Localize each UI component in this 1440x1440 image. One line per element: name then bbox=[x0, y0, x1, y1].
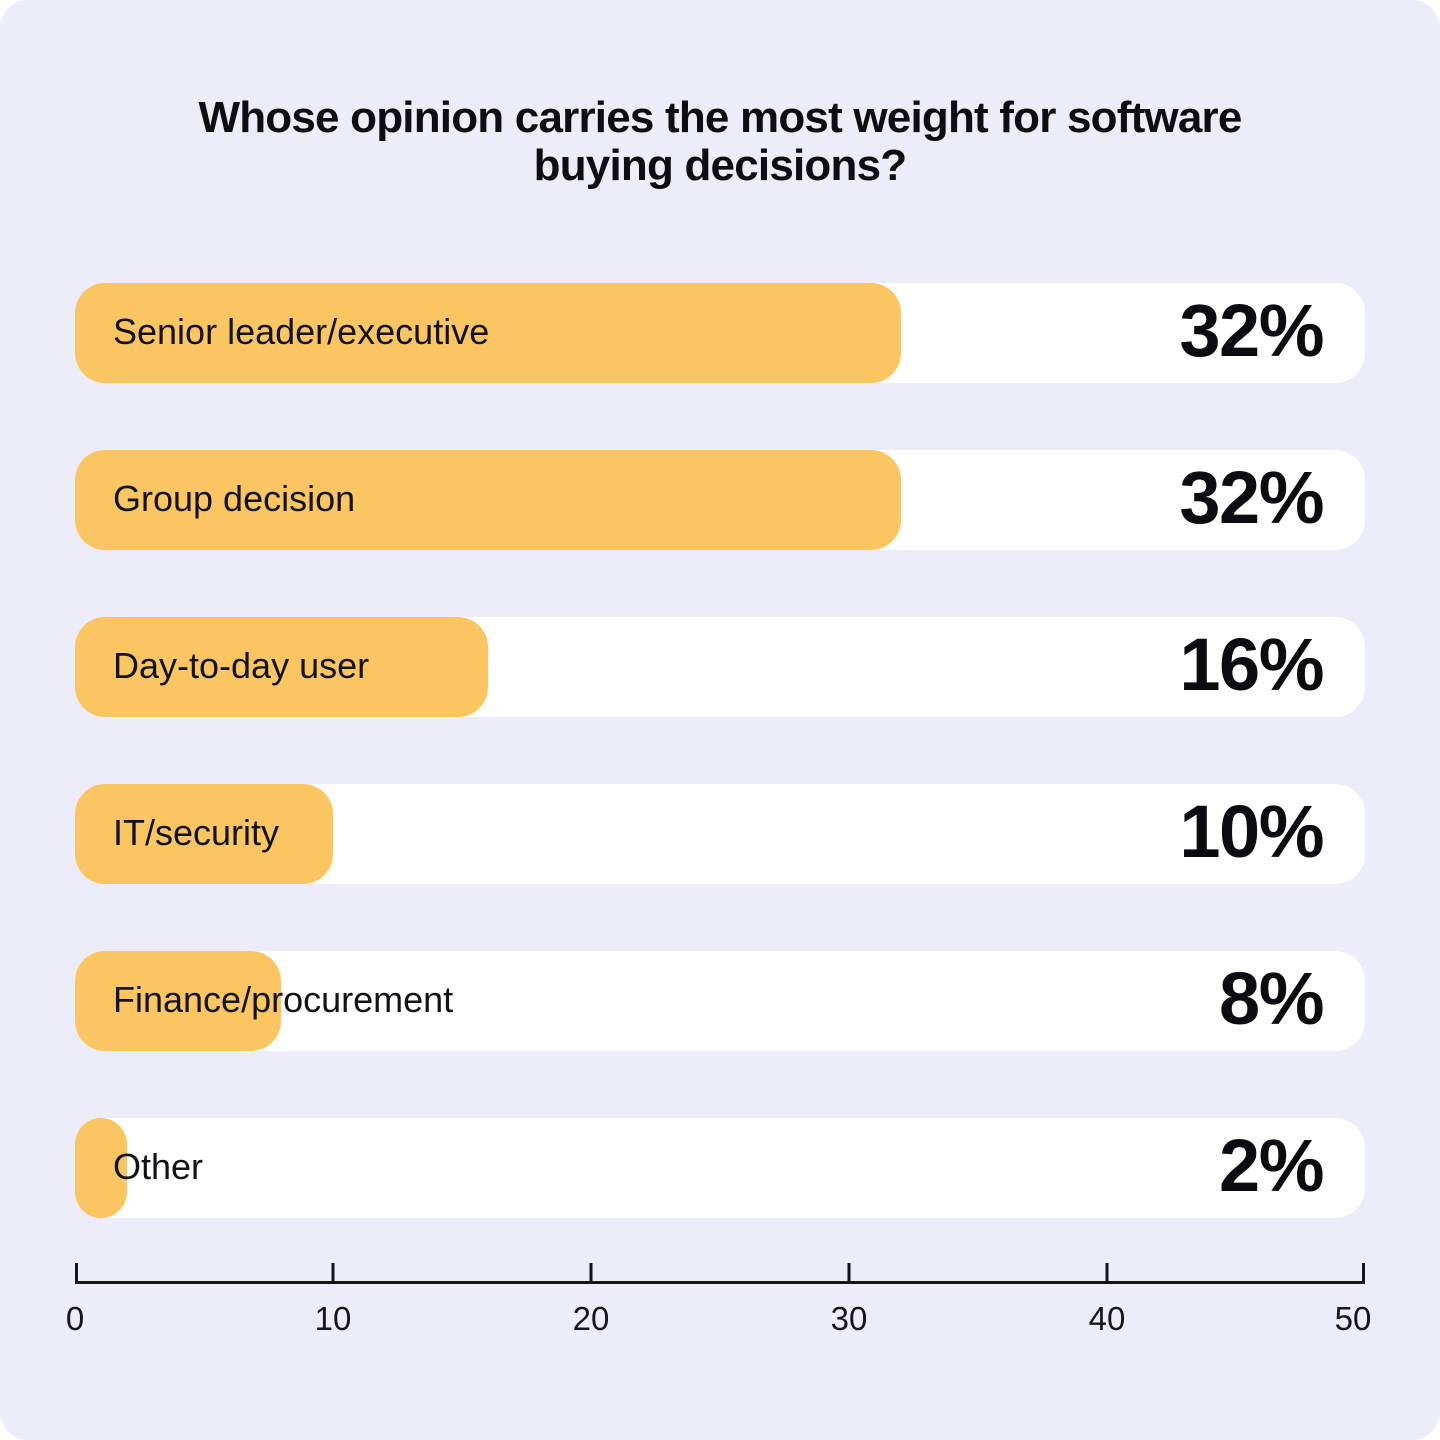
bar-fill bbox=[75, 1118, 127, 1218]
bar-row: IT/security 10% bbox=[75, 784, 1365, 884]
bar-label: Senior leader/executive bbox=[113, 311, 490, 353]
bar-label: Group decision bbox=[113, 478, 356, 520]
x-axis-tick-label: 10 bbox=[314, 1300, 352, 1337]
x-axis-tick bbox=[1362, 1263, 1365, 1284]
bar-fill bbox=[75, 951, 282, 1051]
x-axis-tick bbox=[331, 1263, 335, 1284]
bar-value: 32% bbox=[1179, 288, 1324, 372]
bar-label: Day-to-day user bbox=[113, 645, 370, 687]
x-axis-line bbox=[75, 1281, 1365, 1284]
bar-track bbox=[75, 1118, 1365, 1218]
x-axis-tick-label: 50 bbox=[1334, 1300, 1372, 1337]
bar-value: 32% bbox=[1179, 455, 1324, 539]
bar-fill bbox=[75, 283, 901, 383]
chart-title: Whose opinion carries the most weight fo… bbox=[198, 93, 1242, 191]
bar-fill bbox=[75, 450, 901, 550]
x-axis-tick-label: 0 bbox=[65, 1300, 85, 1337]
bar-rows: Senior leader/executive 32% Group decisi… bbox=[75, 283, 1365, 1285]
bar-label: Finance/procurement bbox=[113, 979, 454, 1021]
bar-row: Other 2% bbox=[75, 1118, 1365, 1218]
bar-fill bbox=[75, 784, 333, 884]
x-axis-tick-label: 30 bbox=[830, 1300, 868, 1337]
x-axis-tick bbox=[589, 1263, 593, 1284]
bar-row: Senior leader/executive 32% bbox=[75, 283, 1365, 383]
bar-fill bbox=[75, 617, 488, 717]
bar-track bbox=[75, 951, 1365, 1051]
bar-value: 8% bbox=[1219, 956, 1324, 1040]
x-axis-tick bbox=[1105, 1263, 1109, 1284]
bar-row: Finance/procurement 8% bbox=[75, 951, 1365, 1051]
bar-value: 2% bbox=[1219, 1123, 1324, 1207]
x-axis-labels: 0 10 20 30 40 50 bbox=[66, 1300, 1372, 1340]
bar-value: 10% bbox=[1179, 789, 1324, 873]
x-axis-tick bbox=[75, 1263, 78, 1284]
x-axis-tick-label: 20 bbox=[572, 1300, 610, 1337]
bar-label: IT/security bbox=[113, 812, 280, 854]
x-axis bbox=[75, 1263, 1365, 1284]
x-axis-tick bbox=[847, 1263, 851, 1284]
bar-value: 16% bbox=[1179, 622, 1324, 706]
bar-row: Day-to-day user 16% bbox=[75, 617, 1365, 717]
bar-label: Other bbox=[113, 1146, 204, 1188]
x-axis-tick-label: 40 bbox=[1088, 1300, 1126, 1337]
bar-row: Group decision 32% bbox=[75, 450, 1365, 550]
